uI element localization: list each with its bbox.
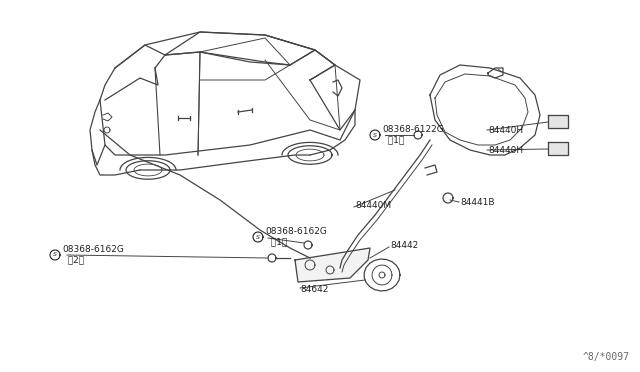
Text: 84642: 84642 xyxy=(300,285,328,295)
Text: 08368-6122G
  〈1〉: 08368-6122G 〈1〉 xyxy=(382,125,444,145)
Text: 84440H: 84440H xyxy=(488,125,523,135)
Text: 84441B: 84441B xyxy=(460,198,495,206)
Text: S: S xyxy=(256,234,260,240)
Text: 84442: 84442 xyxy=(390,241,419,250)
Text: ^8/*0097: ^8/*0097 xyxy=(583,352,630,362)
Text: S: S xyxy=(53,253,57,257)
Polygon shape xyxy=(295,248,370,282)
Text: S: S xyxy=(373,132,377,138)
Text: 08368-6162G
  〈1〉: 08368-6162G 〈1〉 xyxy=(265,227,327,247)
Text: 08368-6162G
  〈2〉: 08368-6162G 〈2〉 xyxy=(62,245,124,265)
Text: 84440M: 84440M xyxy=(355,201,391,209)
Text: 84440H: 84440H xyxy=(488,145,523,154)
